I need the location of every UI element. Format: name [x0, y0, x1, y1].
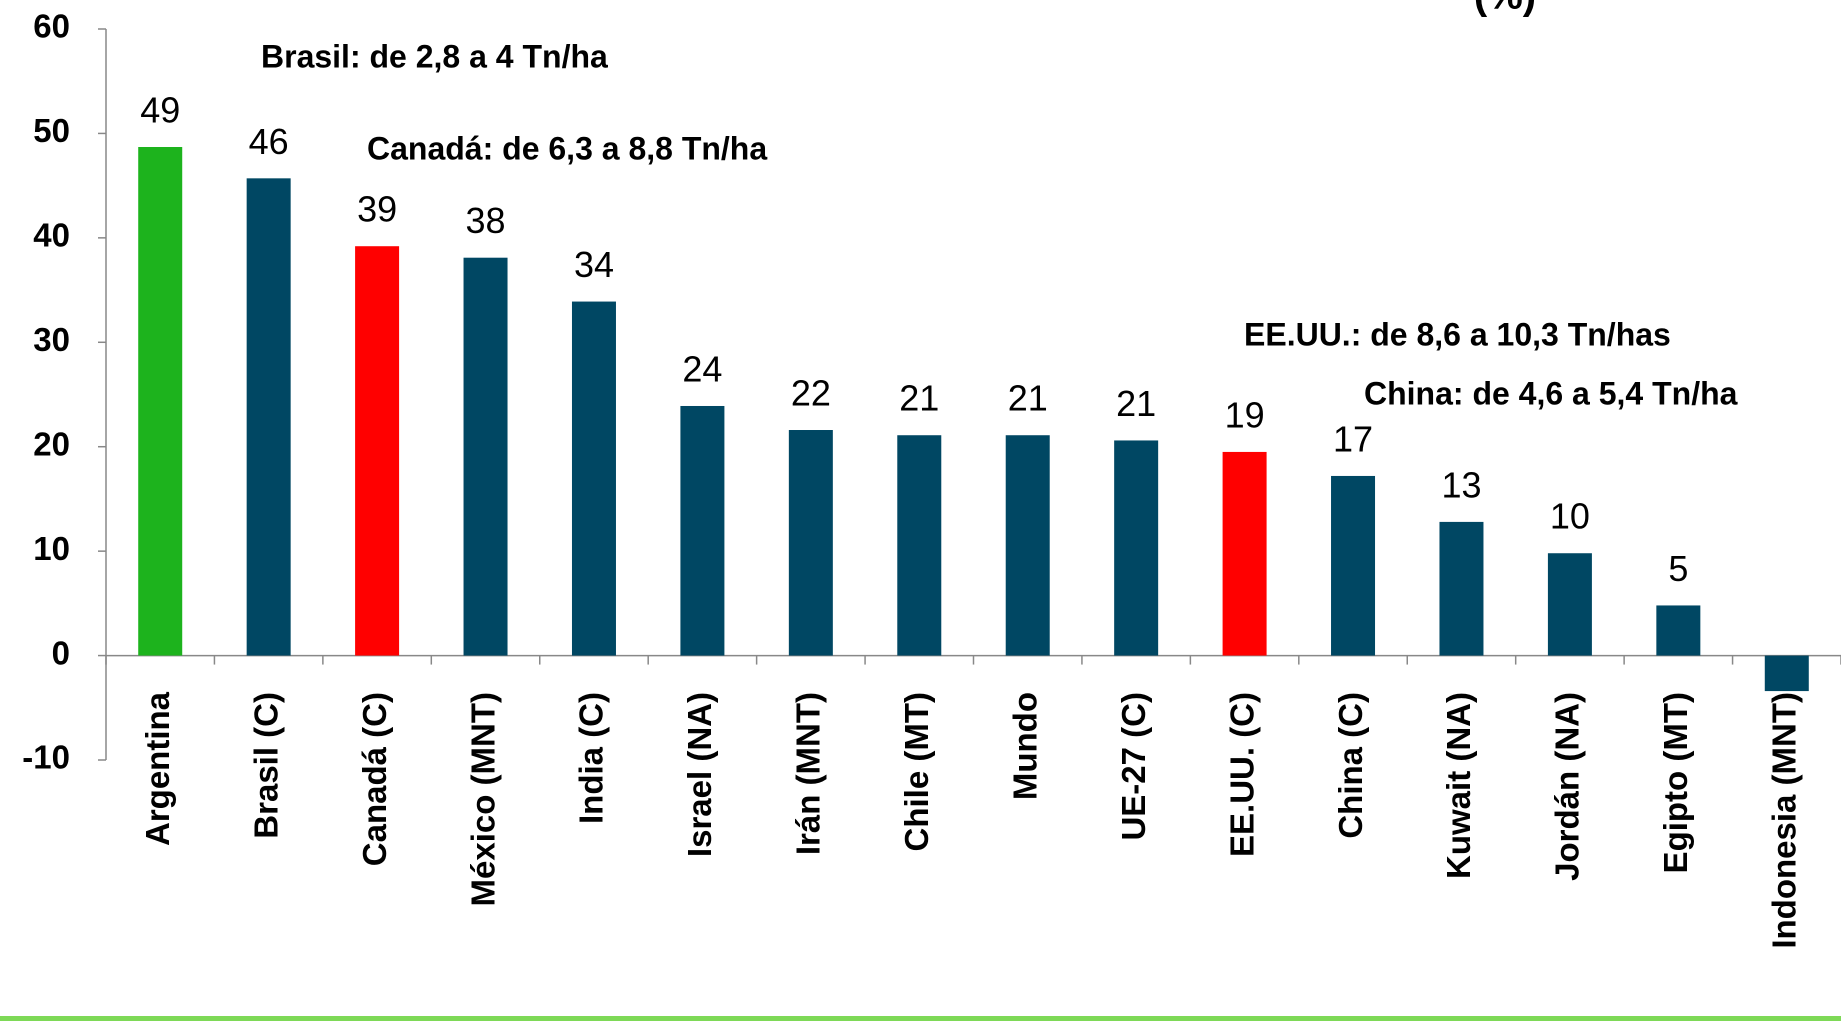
value-label: 46: [249, 121, 289, 162]
value-label: 17: [1333, 418, 1373, 459]
x-tick-label: Jordán (NA): [1549, 692, 1586, 881]
value-label: 22: [791, 373, 831, 414]
bar: [247, 178, 291, 655]
x-tick-label: Brasil (C): [247, 692, 284, 839]
chart-title: (%): [1474, 0, 1536, 18]
x-tick-label: India (C): [573, 692, 610, 824]
value-label: 21: [1116, 383, 1156, 424]
x-tick-label: Egipto (MT): [1657, 692, 1694, 873]
annotation: EE.UU.: de 8,6 a 10,3 Tn/has: [1244, 316, 1671, 352]
x-tick-label: México (MNT): [464, 692, 501, 907]
bar: [1331, 476, 1375, 656]
value-label: 34: [574, 244, 614, 285]
y-tick-label: 50: [33, 112, 70, 149]
y-tick-label: -10: [22, 739, 70, 776]
bar: [572, 302, 616, 656]
bar: [680, 406, 724, 656]
x-tick-label: Canadá (C): [356, 692, 393, 866]
y-tick-label: 20: [33, 425, 70, 462]
x-tick-label: China (C): [1332, 692, 1369, 839]
bar: [1114, 440, 1158, 655]
x-tick-label: Mundo: [1006, 692, 1043, 800]
y-tick-label: 30: [33, 321, 70, 358]
x-tick-label: Irán (MNT): [790, 692, 827, 855]
y-tick-label: 40: [33, 217, 70, 254]
value-label: 21: [1008, 378, 1048, 419]
y-tick-label: 0: [52, 634, 70, 671]
bar: [1548, 553, 1592, 655]
bar: [1765, 656, 1809, 692]
value-label: 5: [1668, 548, 1688, 589]
value-label: 38: [466, 200, 506, 241]
x-tick-label: Chile (MT): [898, 692, 935, 851]
x-tick-label: Argentina: [139, 691, 176, 846]
value-label: 24: [682, 349, 722, 390]
value-label: 49: [140, 90, 180, 131]
value-label: 39: [357, 189, 397, 230]
value-label: 10: [1550, 496, 1590, 537]
bar: [1439, 522, 1483, 656]
bar: [1223, 452, 1267, 656]
y-tick-label: 60: [33, 8, 70, 45]
bar: [789, 430, 833, 656]
annotation: China: de 4,6 a 5,4 Tn/ha: [1364, 375, 1738, 411]
bar: [897, 435, 941, 655]
value-label: 21: [899, 378, 939, 419]
annotation: Canadá: de 6,3 a 8,8 Tn/ha: [367, 130, 767, 166]
x-tick-label: EE.UU. (C): [1223, 692, 1260, 857]
chart: (%) Brasil: de 2,8 a 4 Tn/ha Canadá: de …: [0, 0, 1841, 1021]
bar: [355, 246, 399, 655]
bar: [138, 147, 182, 656]
x-tick-label: Israel (NA): [681, 692, 718, 857]
footer-band: [0, 1016, 1841, 1021]
value-label: 13: [1441, 464, 1481, 505]
bar: [1656, 605, 1700, 655]
x-tick-label: Kuwait (NA): [1440, 692, 1477, 879]
bar: [1006, 435, 1050, 655]
value-label: 19: [1225, 394, 1265, 435]
y-tick-label: 10: [33, 530, 70, 567]
x-tick-label: UE-27 (C): [1115, 692, 1152, 841]
page: (%) Brasil: de 2,8 a 4 Tn/ha Canadá: de …: [0, 0, 1841, 1021]
bar: [464, 258, 508, 656]
x-tick-label: Indonesia (MNT): [1766, 692, 1803, 949]
annotation: Brasil: de 2,8 a 4 Tn/ha: [261, 38, 608, 74]
